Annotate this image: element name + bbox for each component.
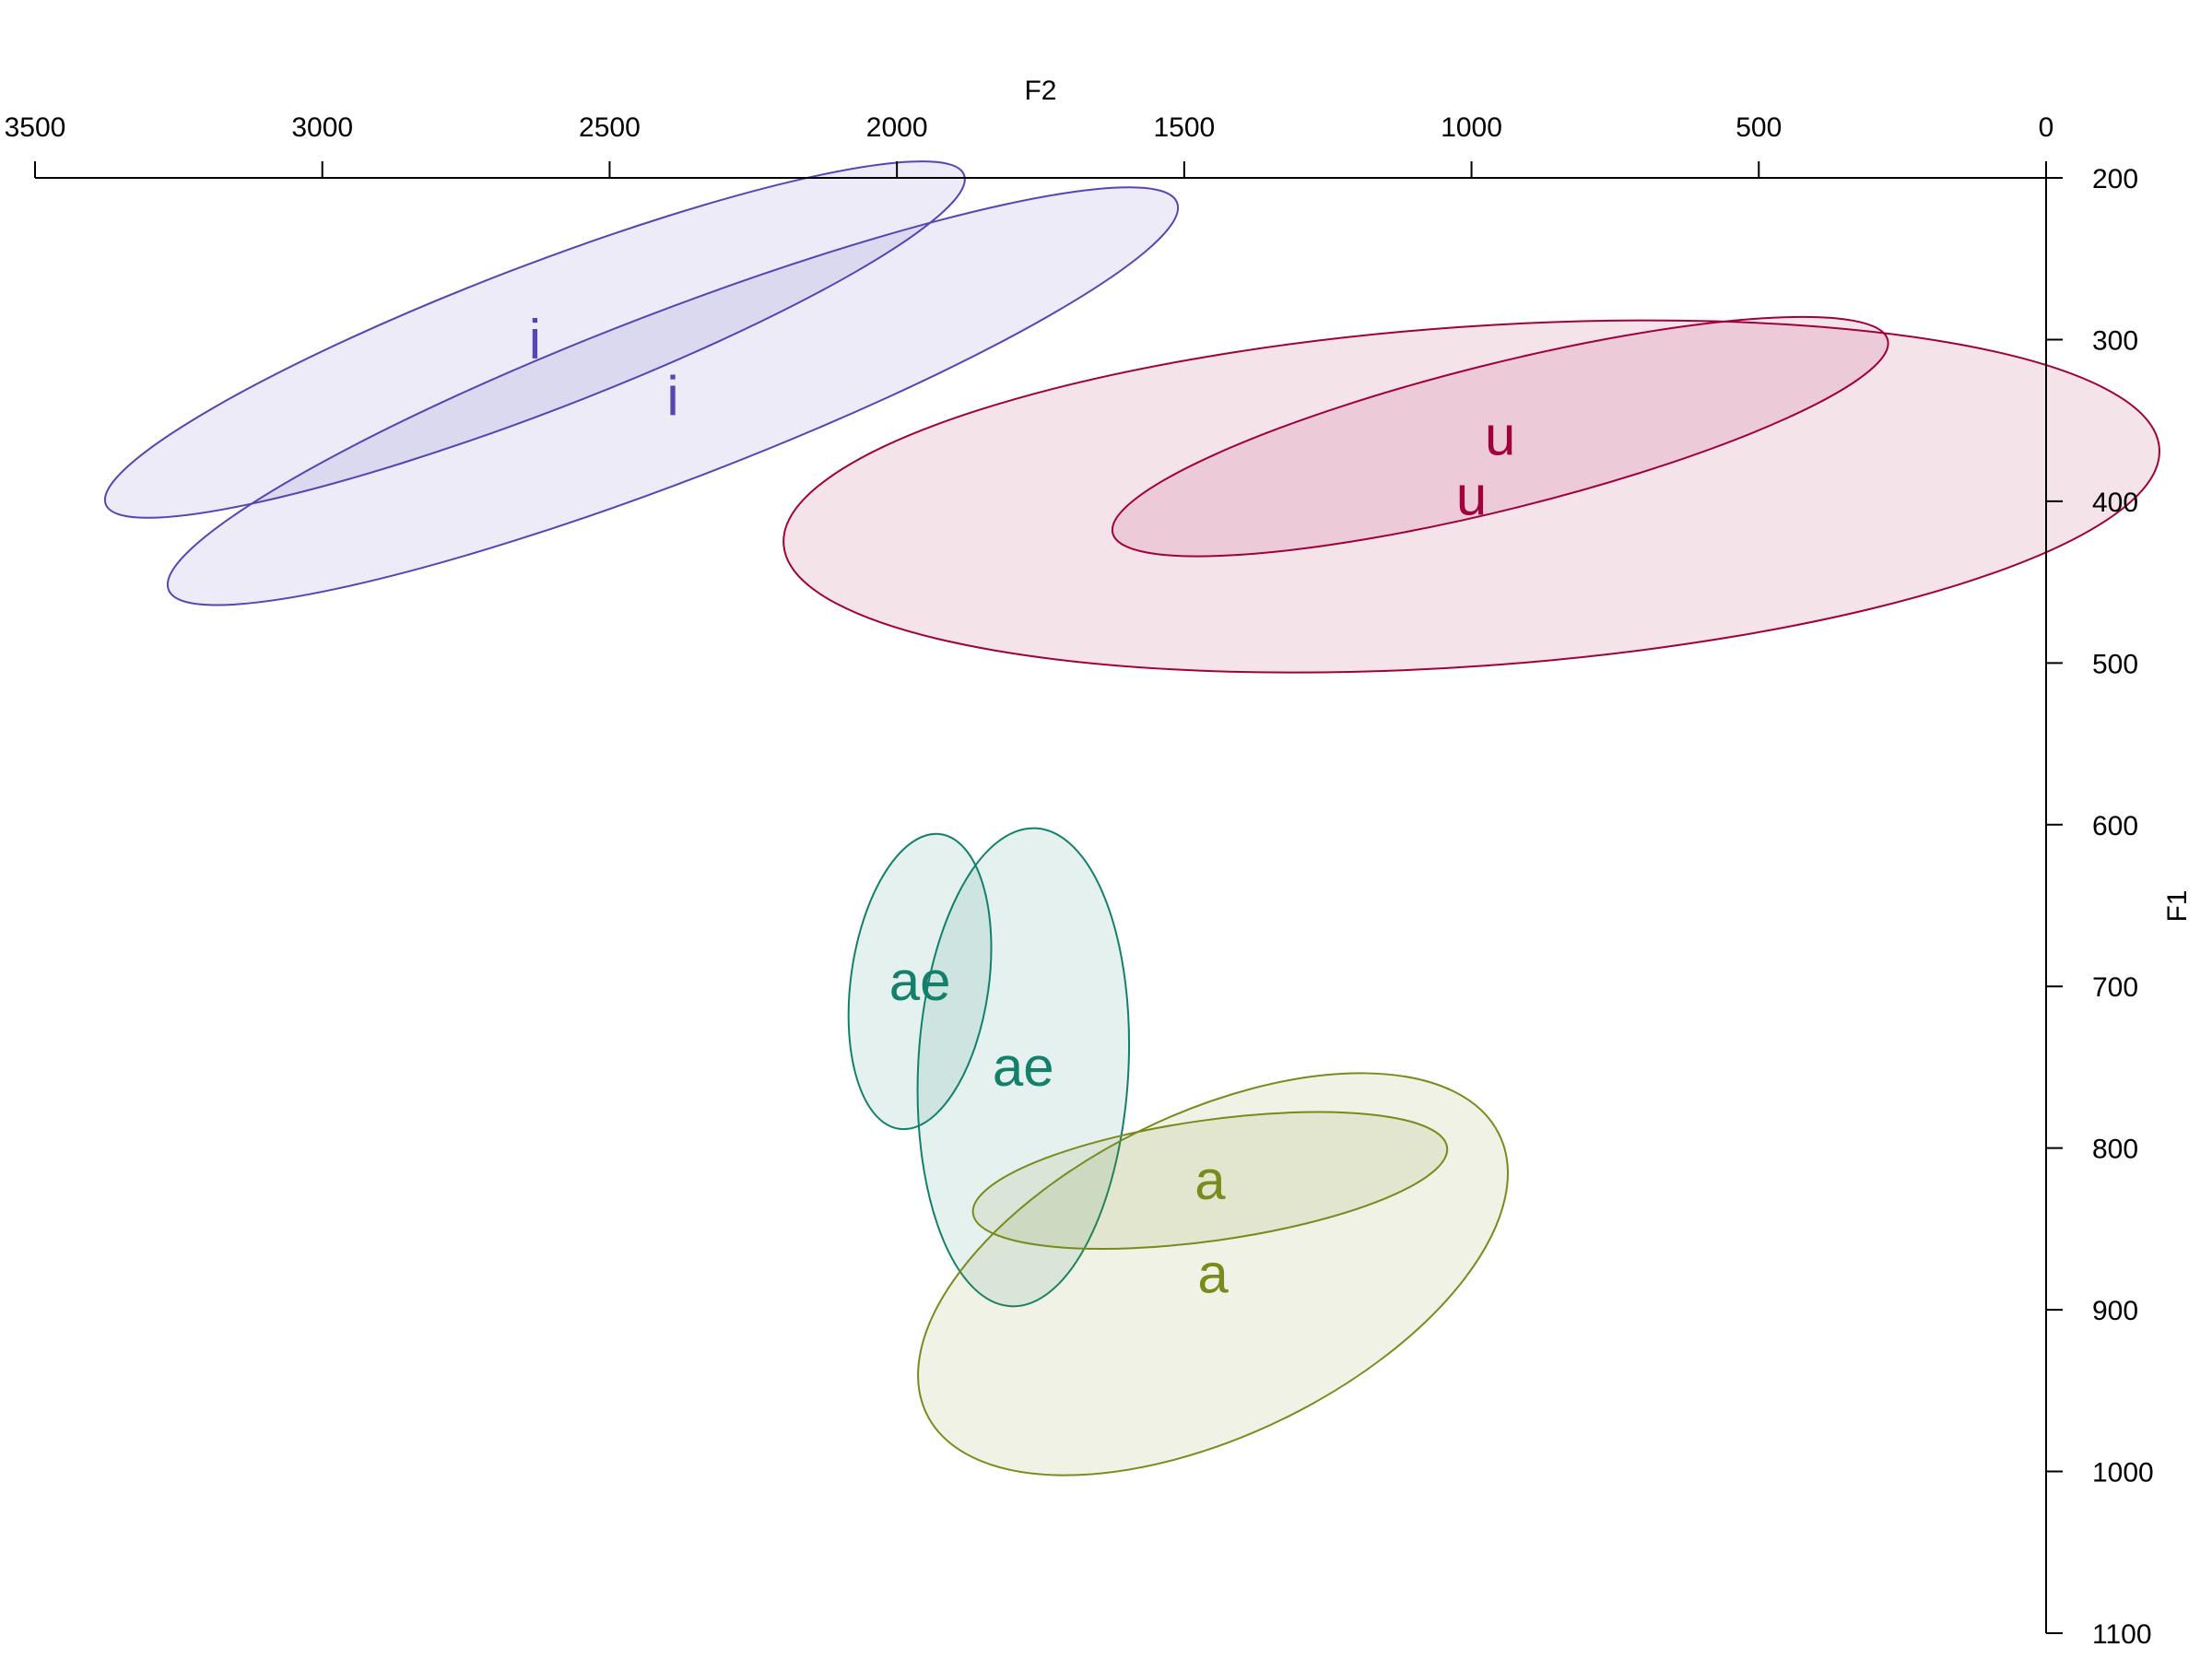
vowel-label-ae: ae — [993, 1036, 1054, 1098]
x-tick-label: 2000 — [866, 112, 928, 143]
x-tick-label: 3000 — [291, 112, 353, 143]
vowel-label-i: i — [529, 308, 541, 370]
vowel-ellipse-ae — [916, 827, 1131, 1308]
y-axis: 200 300 400 500 600 700 800 900 1000 1100 F1 — [2045, 164, 2193, 1650]
vowel-ellipse-i — [103, 160, 966, 519]
y-tick-label: 700 — [2092, 972, 2138, 1003]
x-ticks: 3500 3000 2500 2000 1500 1000 500 0 — [5, 112, 2054, 178]
vowel-ellipse-i — [166, 186, 1180, 606]
y-tick-label: 400 — [2092, 488, 2138, 518]
vowel-label-i: i — [666, 365, 678, 427]
y-tick-label: 300 — [2092, 325, 2138, 356]
x-tick-label: 3500 — [5, 112, 66, 143]
x-tick-label: 2500 — [579, 112, 641, 143]
y-axis-title: F1 — [2162, 889, 2193, 922]
x-tick-label: 500 — [1735, 112, 1782, 143]
x-tick-label: 1500 — [1153, 112, 1215, 143]
y-tick-label: 1000 — [2092, 1458, 2154, 1488]
vowel-ellipse-u — [782, 319, 2160, 674]
y-tick-label: 900 — [2092, 1296, 2138, 1326]
y-tick-label: 200 — [2092, 164, 2138, 194]
vowel-ellipse-a — [917, 1072, 1509, 1477]
y-tick-label: 800 — [2092, 1135, 2138, 1165]
vowel-ellipse-u — [1111, 315, 1889, 558]
x-tick-label: 1000 — [1441, 112, 1502, 143]
y-ticks: 200 300 400 500 600 700 800 900 1000 1100 — [2046, 164, 2154, 1650]
ellipse-layer — [103, 160, 2160, 1477]
x-axis: 3500 3000 2500 2000 1500 1000 500 0 F2 — [5, 76, 2054, 179]
y-tick-label: 500 — [2092, 649, 2138, 679]
vowel-ellipse-a — [971, 1111, 1449, 1250]
x-tick-label: 0 — [2039, 112, 2054, 143]
vowel-label-ae: ae — [889, 950, 951, 1012]
vowel-label-a: a — [1194, 1149, 1226, 1211]
x-axis-title: F2 — [1024, 76, 1056, 106]
vowel-ellipse-ae — [847, 832, 993, 1131]
vowel-label-a: a — [1197, 1243, 1229, 1305]
y-tick-label: 1100 — [2092, 1619, 2152, 1650]
vowel-label-u: u — [1456, 465, 1487, 527]
vowel-label-u: u — [1485, 406, 1515, 467]
y-tick-label: 600 — [2092, 811, 2138, 841]
